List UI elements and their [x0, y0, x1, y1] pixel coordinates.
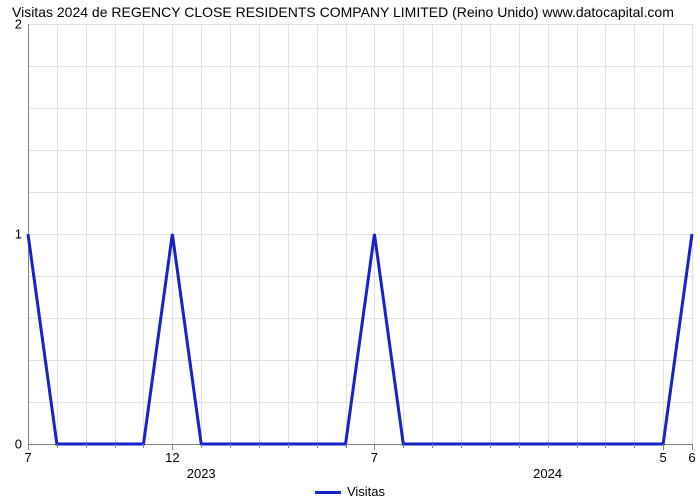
x-tick-label: 7: [371, 450, 378, 465]
x-category-label: 2024: [533, 466, 562, 481]
x-tick-mark: [86, 444, 87, 448]
x-tick-label: 5: [660, 450, 667, 465]
legend: Visitas: [0, 484, 700, 499]
x-tick-mark: [317, 444, 318, 448]
y-tick-label: 1: [0, 227, 22, 242]
chart-title: Visitas 2024 de REGENCY CLOSE RESIDENTS …: [12, 4, 692, 20]
plot-area: [28, 24, 692, 444]
x-tick-mark: [259, 444, 260, 448]
x-tick-mark: [519, 444, 520, 448]
y-tick-label: 2: [0, 17, 22, 32]
x-tick-mark: [143, 444, 144, 448]
x-tick-label: 6: [688, 450, 695, 465]
x-tick-mark: [288, 444, 289, 448]
x-tick-mark: [577, 444, 578, 448]
x-tick-mark: [403, 444, 404, 448]
x-tick-mark: [605, 444, 606, 448]
y-tick-label: 0: [0, 437, 22, 452]
x-tick-mark: [346, 444, 347, 448]
x-tick-mark: [201, 444, 202, 448]
chart-line-layer: [28, 24, 692, 444]
x-tick-mark: [461, 444, 462, 448]
series-line: [28, 234, 692, 444]
legend-label: Visitas: [347, 484, 385, 499]
chart-container: Visitas 2024 de REGENCY CLOSE RESIDENTS …: [0, 0, 700, 500]
x-tick-mark: [115, 444, 116, 448]
grid-line-vertical: [692, 24, 693, 444]
x-tick-mark: [230, 444, 231, 448]
legend-swatch: [315, 491, 341, 494]
x-tick-mark: [634, 444, 635, 448]
x-tick-mark: [432, 444, 433, 448]
x-tick-mark: [548, 444, 549, 448]
x-category-label: 2023: [187, 466, 216, 481]
x-tick-mark: [57, 444, 58, 448]
x-tick-label: 7: [24, 450, 31, 465]
x-tick-label: 12: [165, 450, 179, 465]
x-tick-mark: [490, 444, 491, 448]
